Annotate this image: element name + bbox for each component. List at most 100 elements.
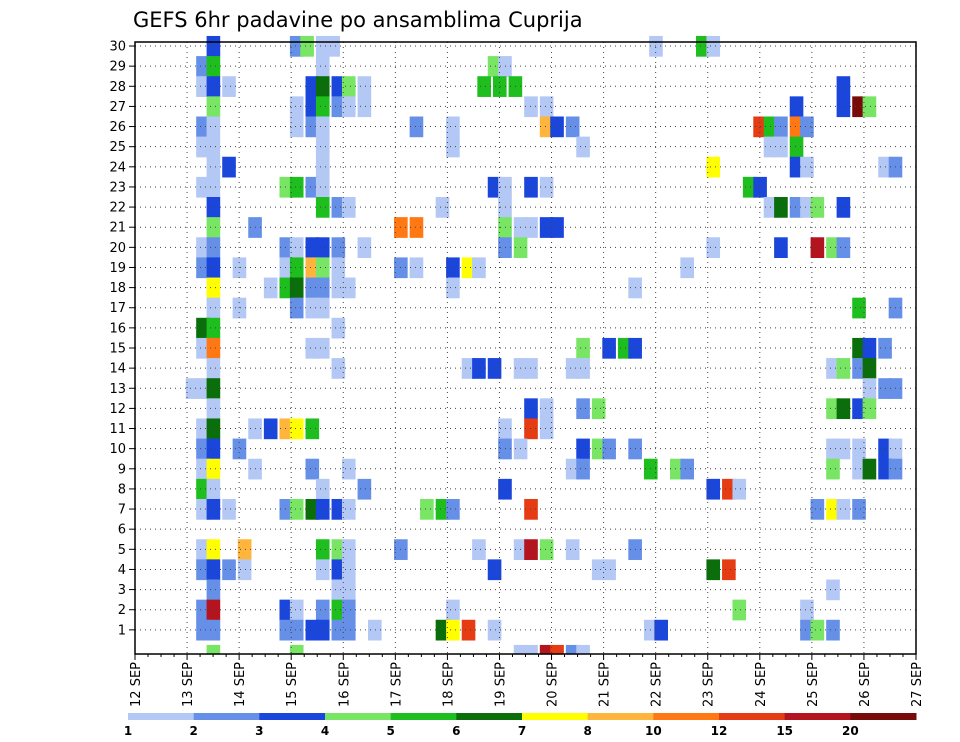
heatmap-cell [341,599,356,621]
heatmap-cell [289,96,304,118]
heatmap-cell [722,559,736,581]
heatmap-cell [498,56,512,77]
heatmap-cell [409,257,424,279]
heatmap-cell [289,644,304,655]
heatmap-cell [706,35,721,57]
heatmap-cell [696,35,710,57]
heatmap-cell [289,599,304,621]
heatmap-cell [222,76,236,97]
heatmap-cell [206,358,221,379]
colorbar-swatch [719,713,786,720]
heatmap-cell [196,478,210,500]
heatmap-cell [524,96,538,118]
heatmap-cell [789,96,804,118]
heatmap-cell [305,619,320,641]
heatmap-cell [591,559,606,581]
heatmap-cell [357,237,372,259]
heatmap-cell [836,498,851,520]
heatmap-cell [279,257,294,279]
heatmap-cell [852,337,866,359]
heatmap-cell [446,257,460,279]
heatmap-cell [862,337,877,359]
heatmap-cell [206,539,221,560]
heatmap-cell [461,358,476,379]
heatmap-cell [565,358,580,379]
heatmap-cell [315,257,330,279]
heatmap-cell [331,498,346,520]
heatmap-cell [472,358,486,379]
heatmap-cell [565,458,580,480]
heatmap-cell [789,116,804,138]
heatmap-cell [196,56,210,77]
heatmap-cell [331,197,346,218]
heatmap-cell [305,297,320,319]
heatmap-cell [836,237,851,259]
heatmap-cell [341,559,356,581]
heatmap-cell [826,458,840,480]
heatmap-cell [472,257,486,279]
y-tick-label: 3 [118,583,126,598]
heatmap-cell [852,438,866,460]
heatmap-cell [196,539,210,560]
heatmap-cell [206,378,221,399]
heatmap-cell [279,277,294,299]
heatmap-cell [836,358,851,379]
heatmap-cell [289,277,304,299]
heatmap-cell [206,257,221,279]
heatmap-cell [461,257,476,279]
heatmap-cell [357,478,372,500]
y-tick-label: 5 [118,543,126,558]
heatmap-cell [539,644,554,655]
heatmap-cell [565,644,580,655]
heatmap-cell [206,398,221,420]
heatmap-cell [810,498,825,520]
heatmap-cell [341,498,356,520]
heatmap-cell [602,438,616,460]
y-tick-label: 20 [109,241,126,256]
y-tick-label: 1 [118,623,126,638]
heatmap-cell [539,96,554,118]
heatmap-cell [591,398,606,420]
colorbar-label: 1 [124,724,132,738]
heatmap-cell [331,579,346,601]
heatmap-cell [492,76,507,97]
y-tick-label: 7 [118,503,126,518]
heatmap-cell [196,418,210,440]
heatmap-cell [341,197,356,218]
heatmap-cell [498,217,512,238]
y-tick-label: 29 [109,60,126,75]
y-tick-label: 17 [109,301,126,316]
y-tick-label: 12 [109,402,126,417]
heatmap-cell [602,337,616,359]
heatmap-cell [341,277,356,299]
heatmap-cell [539,116,554,138]
colorbar-swatch [259,713,326,720]
heatmap-cell [196,559,210,581]
y-tick-label: 27 [109,100,126,115]
heatmap-cell [550,217,564,238]
heatmap-cell [357,76,372,97]
heatmap-cell [206,56,221,77]
y-tick-label: 16 [109,321,126,336]
colorbar-label: 6 [452,724,460,738]
heatmap-cell [524,644,538,655]
colorbar-label: 2 [189,724,197,738]
heatmap-cell [331,539,346,560]
heatmap-cell [206,438,221,460]
heatmap-cell [315,297,330,319]
heatmap-cell [826,498,840,520]
heatmap-cell [498,197,512,218]
heatmap-cell [196,116,210,138]
heatmap-cell [524,498,538,520]
heatmap-cell [852,458,866,480]
heatmap-cell [331,277,346,299]
heatmap-cell [196,257,210,279]
heatmap-cell [206,136,221,158]
heatmap-cell [331,257,346,279]
chart-title: GEFS 6hr padavine po ansamblima Cuprija [133,8,583,32]
heatmap-cell [196,378,210,399]
heatmap-cell [315,539,330,560]
heatmap-cell [305,257,320,279]
heatmap-cell [315,136,330,158]
y-tick-label: 15 [109,342,126,357]
